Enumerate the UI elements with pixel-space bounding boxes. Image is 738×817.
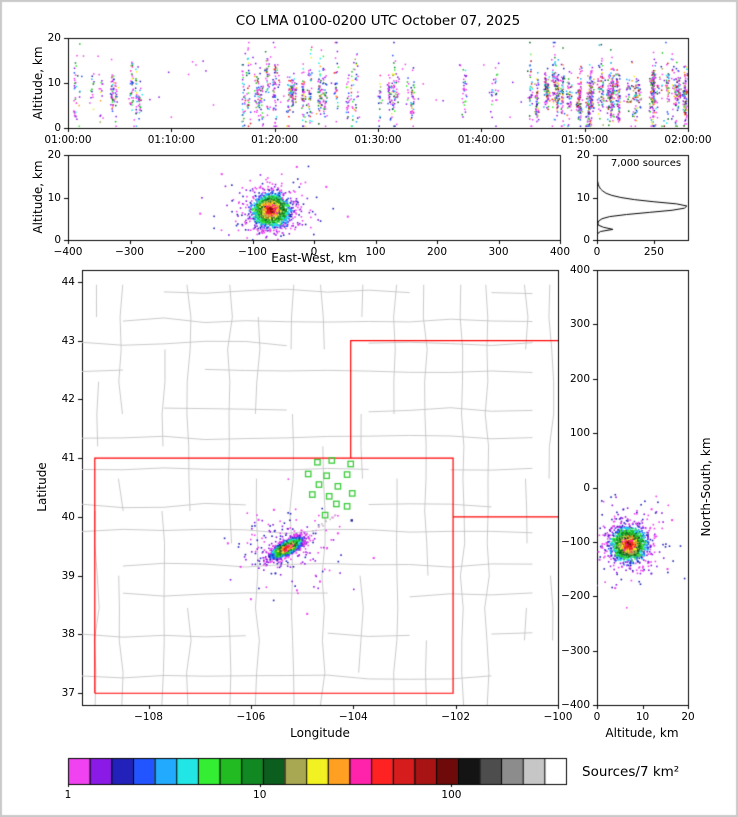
tick-label: 1 <box>64 789 72 801</box>
tick-label: 10 <box>253 789 267 801</box>
map-ylabel: Latitude <box>35 462 49 512</box>
tick-label: 38 <box>61 628 75 641</box>
tick-label: 10 <box>47 191 61 204</box>
tick-label: 100 <box>441 789 462 801</box>
map-xlabel: Longitude <box>290 726 350 740</box>
tick-label: 0 <box>54 234 61 246</box>
tick-label: −200 <box>561 590 590 603</box>
tick-label: 01:30:00 <box>354 134 402 146</box>
tick-label: 02:00:00 <box>664 134 712 146</box>
tick-label: 0 <box>583 234 590 246</box>
eastwest-panel-xlabel: East-West, km <box>271 251 357 265</box>
tick-label: 400 <box>549 246 571 258</box>
tick-label: 0 <box>593 246 601 258</box>
tick-label: 250 <box>643 246 664 258</box>
northsouth-panel-xlabel: Altitude, km <box>605 726 679 740</box>
tick-label: −106 <box>236 711 266 723</box>
figure-title: CO LMA 0100-0200 UTC October 07, 2025 <box>235 13 521 29</box>
tick-label: −102 <box>441 711 471 723</box>
tick-label: 400 <box>569 264 590 276</box>
tick-label: 0 <box>593 711 601 723</box>
tick-label: 300 <box>569 318 590 331</box>
tick-label: 0 <box>583 481 590 494</box>
tick-label: 300 <box>488 246 509 258</box>
histogram-total-label: 7,000 sources <box>610 158 682 169</box>
tick-label: 100 <box>365 246 386 258</box>
tick-label: 01:50:00 <box>561 134 609 146</box>
time-panel-ylabel: Altitude, km <box>31 46 45 120</box>
tick-label: 41 <box>61 452 75 465</box>
tick-label: 10 <box>47 77 61 89</box>
tick-label: −300 <box>115 246 144 258</box>
tick-label: −100 <box>561 535 590 548</box>
tick-label: 01:10:00 <box>147 134 195 146</box>
tick-label: 39 <box>61 569 75 582</box>
tick-label: −100 <box>238 246 267 258</box>
tick-label: −100 <box>543 711 573 723</box>
tick-label: 37 <box>61 687 75 700</box>
colorbar-title: Sources/7 km² <box>582 764 680 780</box>
tick-label: 10 <box>635 711 650 723</box>
tick-label: 01:20:00 <box>251 134 299 146</box>
tick-label: 01:00:00 <box>44 134 92 146</box>
tick-label: 42 <box>61 393 75 406</box>
tick-label: −108 <box>134 711 163 723</box>
tick-label: 01:40:00 <box>457 134 505 146</box>
tick-label: 200 <box>426 246 448 258</box>
tick-label: 20 <box>576 149 590 161</box>
tick-label: 10 <box>576 191 590 204</box>
tick-label: 100 <box>569 427 590 440</box>
tick-label: 20 <box>47 32 61 44</box>
tick-label: 200 <box>569 372 590 385</box>
northsouth-panel-ylabel: North-South, km <box>699 437 713 537</box>
tick-label: 20 <box>47 149 61 161</box>
tick-label: 0 <box>54 122 61 134</box>
tick-label: 20 <box>681 711 695 723</box>
tick-label: −300 <box>561 644 590 657</box>
tick-label: −400 <box>53 246 83 258</box>
tick-label: −104 <box>338 711 368 723</box>
tick-label: 0 <box>310 246 318 258</box>
eastwest-panel-ylabel: Altitude, km <box>31 160 45 234</box>
tick-label: 43 <box>61 334 75 347</box>
tick-label: 40 <box>61 510 75 523</box>
tick-label: −200 <box>176 246 206 258</box>
tick-label: 44 <box>61 275 75 288</box>
tick-label: −400 <box>561 699 590 711</box>
